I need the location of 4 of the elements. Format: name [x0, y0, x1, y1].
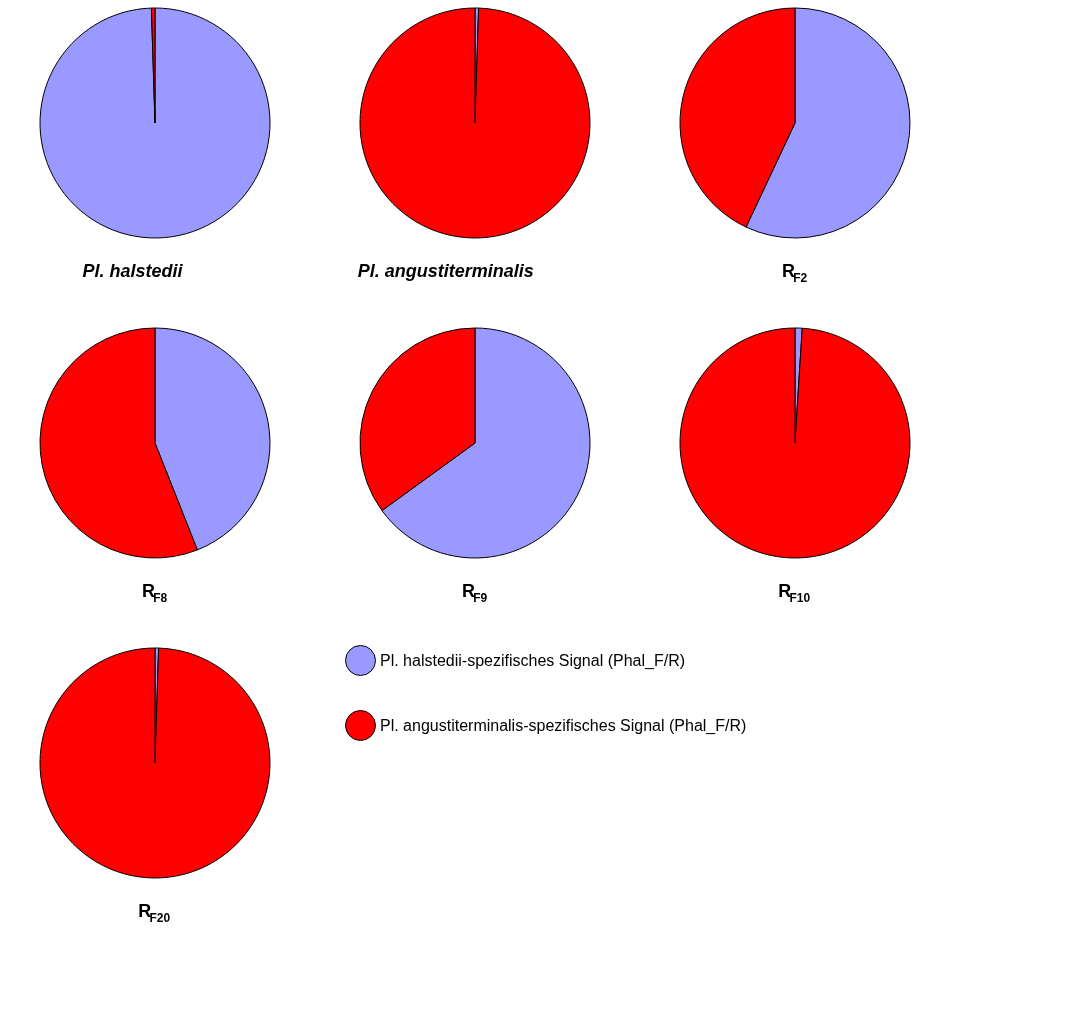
- text: Pl. halstedii: [82, 261, 184, 281]
- legend-label: Pl. angustiterminalis-spezifisches Signal (Phal_F/R): [380, 716, 747, 735]
- text: Pl. angustiterminalis: [357, 261, 534, 281]
- legend-label: Pl. halstedii-spezifisches Signal (Phal_F/R): [380, 651, 686, 670]
